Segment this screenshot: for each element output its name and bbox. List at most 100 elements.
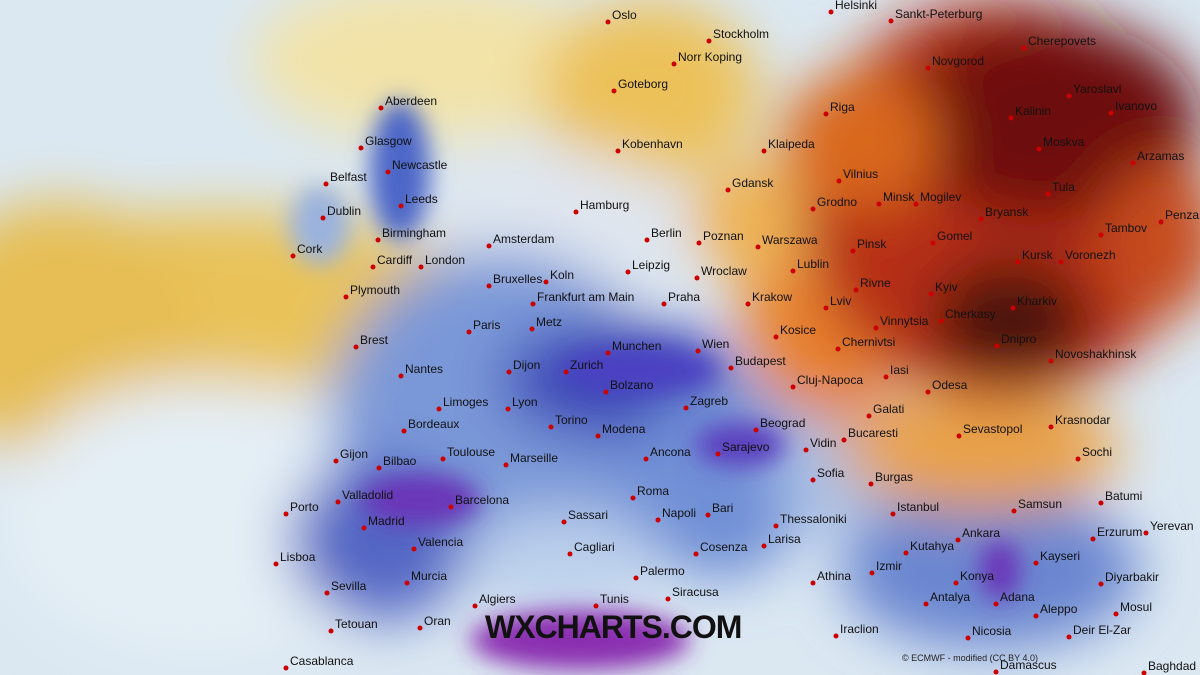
city-label: Bordeaux [408,417,459,431]
city-dot [630,495,636,501]
city-dot [398,373,404,379]
city-dot [903,550,909,556]
city-dot [928,291,934,297]
city-label: Batumi [1105,489,1142,503]
city-dot [283,511,289,517]
city-dot [376,465,382,471]
city-dot [823,305,829,311]
city-label: Kyiv [935,280,958,294]
city-dot [411,546,417,552]
city-label: Erzurum [1097,525,1142,539]
city-dot [603,389,609,395]
city-dot [790,268,796,274]
city-label: Valencia [418,535,463,549]
city-dot [965,635,971,641]
city-label: Penza [1165,208,1199,222]
city-label: Toulouse [447,445,495,459]
city-dot [925,65,931,71]
city-dot [615,148,621,154]
city-dot [283,665,289,671]
city-label: Mosul [1120,600,1152,614]
credit: © ECMWF - modified (CC BY 4.0) [902,653,1038,663]
city-dot [773,523,779,529]
city-label: Gdansk [732,176,774,190]
city-dot [761,148,767,154]
city-label: Madrid [368,514,405,528]
city-label: Damascus [1000,658,1057,672]
city-dot [925,389,931,395]
city-dot [1098,581,1104,587]
city-dot [273,561,279,567]
city-dot [836,178,842,184]
city-label: Moskva [1043,135,1085,149]
city-dot [661,301,667,307]
city-dot [1045,191,1051,197]
city-dot [888,18,894,24]
city-dot [486,283,492,289]
city-label: Bolzano [610,378,654,392]
city-dot [472,603,478,609]
city-label: Iasi [890,363,909,377]
city-dot [728,365,734,371]
city-dot [358,145,364,151]
city-label: Frankfurt am Main [537,290,634,304]
city-dot [803,447,809,453]
city-label: Marseille [510,451,558,465]
city-dot [913,201,919,207]
city-label: Chernivtsi [842,335,895,349]
city-dot [436,406,442,412]
city-label: Krakow [752,290,792,304]
city-dot [873,325,879,331]
city-label: Kosice [780,323,816,337]
city-label: Lyon [512,395,538,409]
city-label: Deir El-Zar [1073,623,1131,637]
city-dot [404,580,410,586]
city-dot [343,294,349,300]
city-dot [1033,560,1039,566]
city-label: Burgas [875,470,913,484]
city-dot [833,633,839,639]
city-dot [548,424,554,430]
city-dot [1033,613,1039,619]
city-dot [1048,424,1054,430]
city-label: Izmir [876,559,902,573]
city-dot [370,264,376,270]
city-label: Minsk [883,190,915,204]
city-label: Cardiff [377,253,413,267]
city-dot [320,215,326,221]
city-label: Metz [536,315,562,329]
city-dot [375,237,381,243]
city-dot [543,279,549,285]
city-dot [1090,536,1096,542]
city-label: Sassari [568,508,608,522]
city-label: Belfast [330,170,367,184]
city-label: Kalinin [1015,104,1051,118]
city-label: Warszawa [762,233,818,247]
city-label: Aleppo [1040,602,1078,616]
city-label: Tetouan [335,617,378,631]
city-dot [773,334,779,340]
city-dot [955,537,961,543]
city-label: Yaroslavl [1073,82,1121,96]
city-label: Casablanca [290,654,354,668]
city-label: Adana [1000,590,1035,604]
city-dot [956,433,962,439]
city-dot [644,237,650,243]
city-dot [823,111,829,117]
city-label: Oslo [612,8,637,22]
city-label: Zurich [570,358,603,372]
city-label: Konya [960,569,994,583]
city-label: Zagreb [690,394,728,408]
city-dot [994,343,1000,349]
city-label: Klaipeda [768,137,815,151]
city-dot [665,596,671,602]
city-dot [573,209,579,215]
city-label: Beograd [760,416,805,430]
city-label: Cluj-Napoca [797,373,863,387]
city-label: Thessaloniki [780,512,847,526]
city-dot [1098,232,1104,238]
city-label: Norr Koping [678,50,742,64]
city-label: Arzamas [1137,149,1184,163]
city-label: Limoges [443,395,488,409]
